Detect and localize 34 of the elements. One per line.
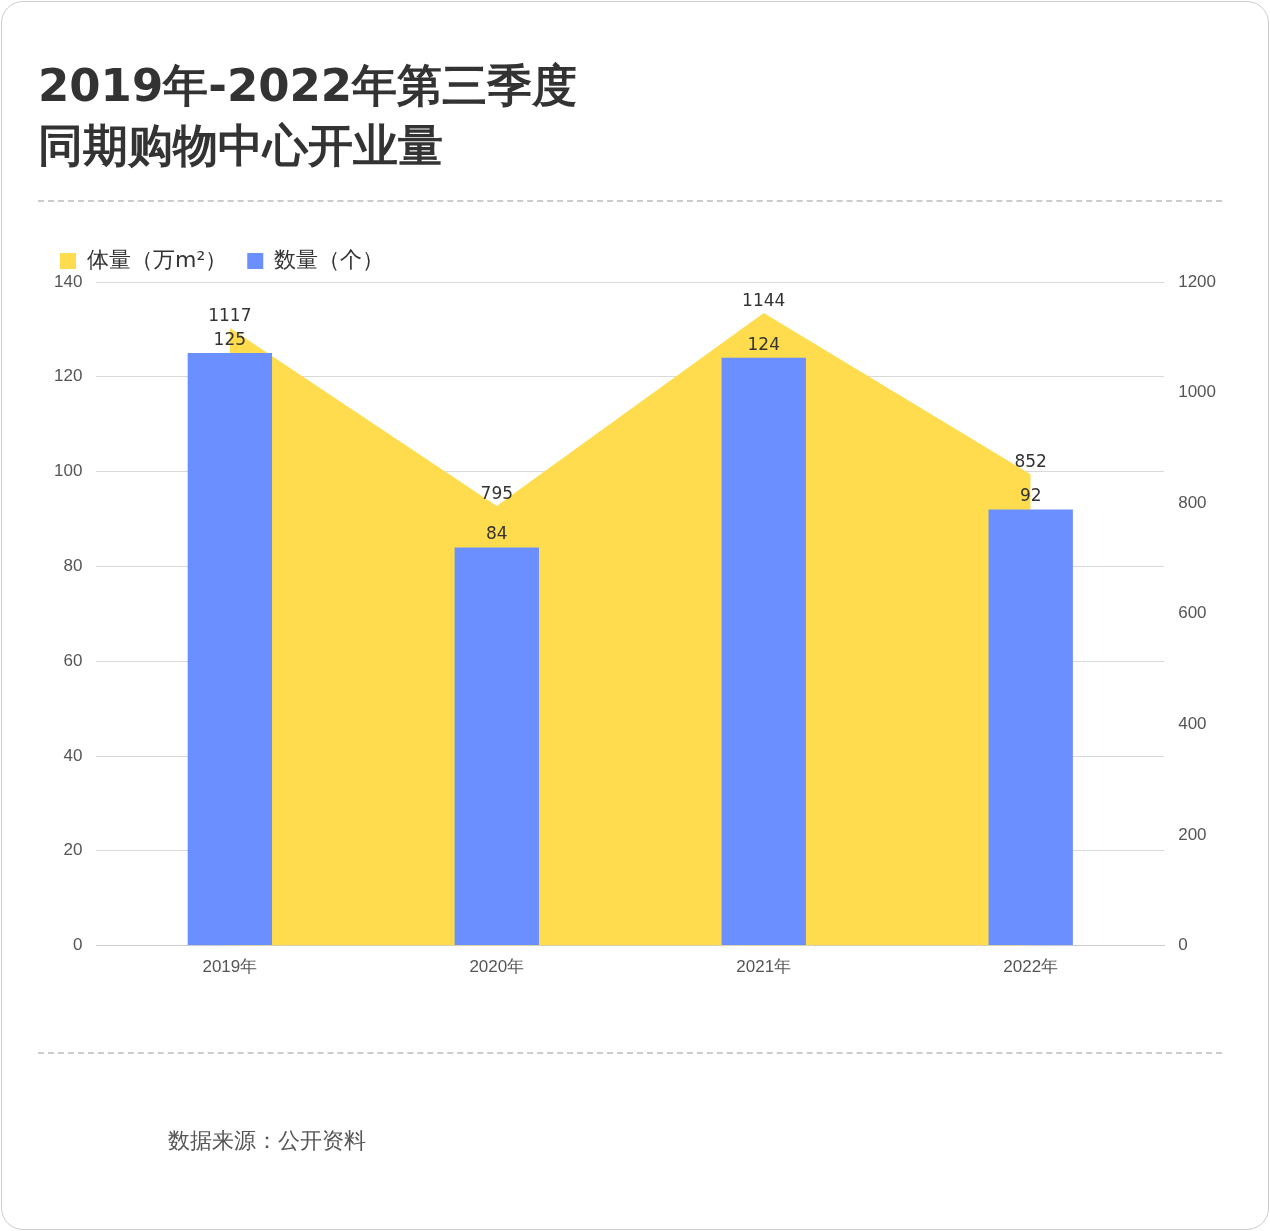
y2-tick-label: 200	[1178, 824, 1207, 844]
data-label: 124	[747, 333, 780, 354]
x-tick-label: 2022年	[1003, 957, 1059, 977]
y2-tick-label: 800	[1178, 492, 1207, 512]
y2-tick-label: 0	[1178, 935, 1188, 955]
bar	[454, 547, 539, 946]
y-tick-label: 20	[63, 840, 83, 860]
data-label: 84	[485, 523, 508, 544]
y-tick-label: 0	[72, 935, 83, 955]
data-label: 795	[480, 482, 514, 503]
bar	[187, 353, 273, 946]
y-tick-label: 120	[53, 366, 83, 386]
y-tick-label: 40	[63, 745, 83, 765]
x-tick-label: 2021年	[736, 957, 792, 977]
bar	[988, 509, 1073, 946]
y2-tick-label: 1000	[1178, 382, 1217, 402]
y-tick-label: 100	[53, 461, 83, 481]
legend-label: 数量（个）	[274, 246, 385, 272]
data-label: 1117	[208, 304, 252, 325]
y-tick-label: 140	[53, 271, 83, 291]
data-label: 1144	[742, 289, 786, 310]
chart-title: 2019年-2022年第三季度同期购物中心开业量	[38, 58, 579, 174]
y-tick-label: 80	[63, 556, 83, 576]
y2-tick-label: 400	[1178, 714, 1207, 734]
data-label: 92	[1019, 485, 1042, 506]
y2-tick-label: 1200	[1178, 271, 1217, 291]
y-tick-label: 60	[63, 650, 83, 670]
bar	[721, 357, 806, 946]
x-tick-label: 2019年	[202, 957, 258, 977]
legend-label: 体量（万m²）	[87, 246, 228, 272]
data-label: 852	[1014, 451, 1047, 472]
y2-tick-label: 600	[1178, 603, 1207, 623]
source-note: 数据来源：公开资料	[168, 1127, 366, 1155]
x-tick-label: 2020年	[469, 957, 525, 977]
